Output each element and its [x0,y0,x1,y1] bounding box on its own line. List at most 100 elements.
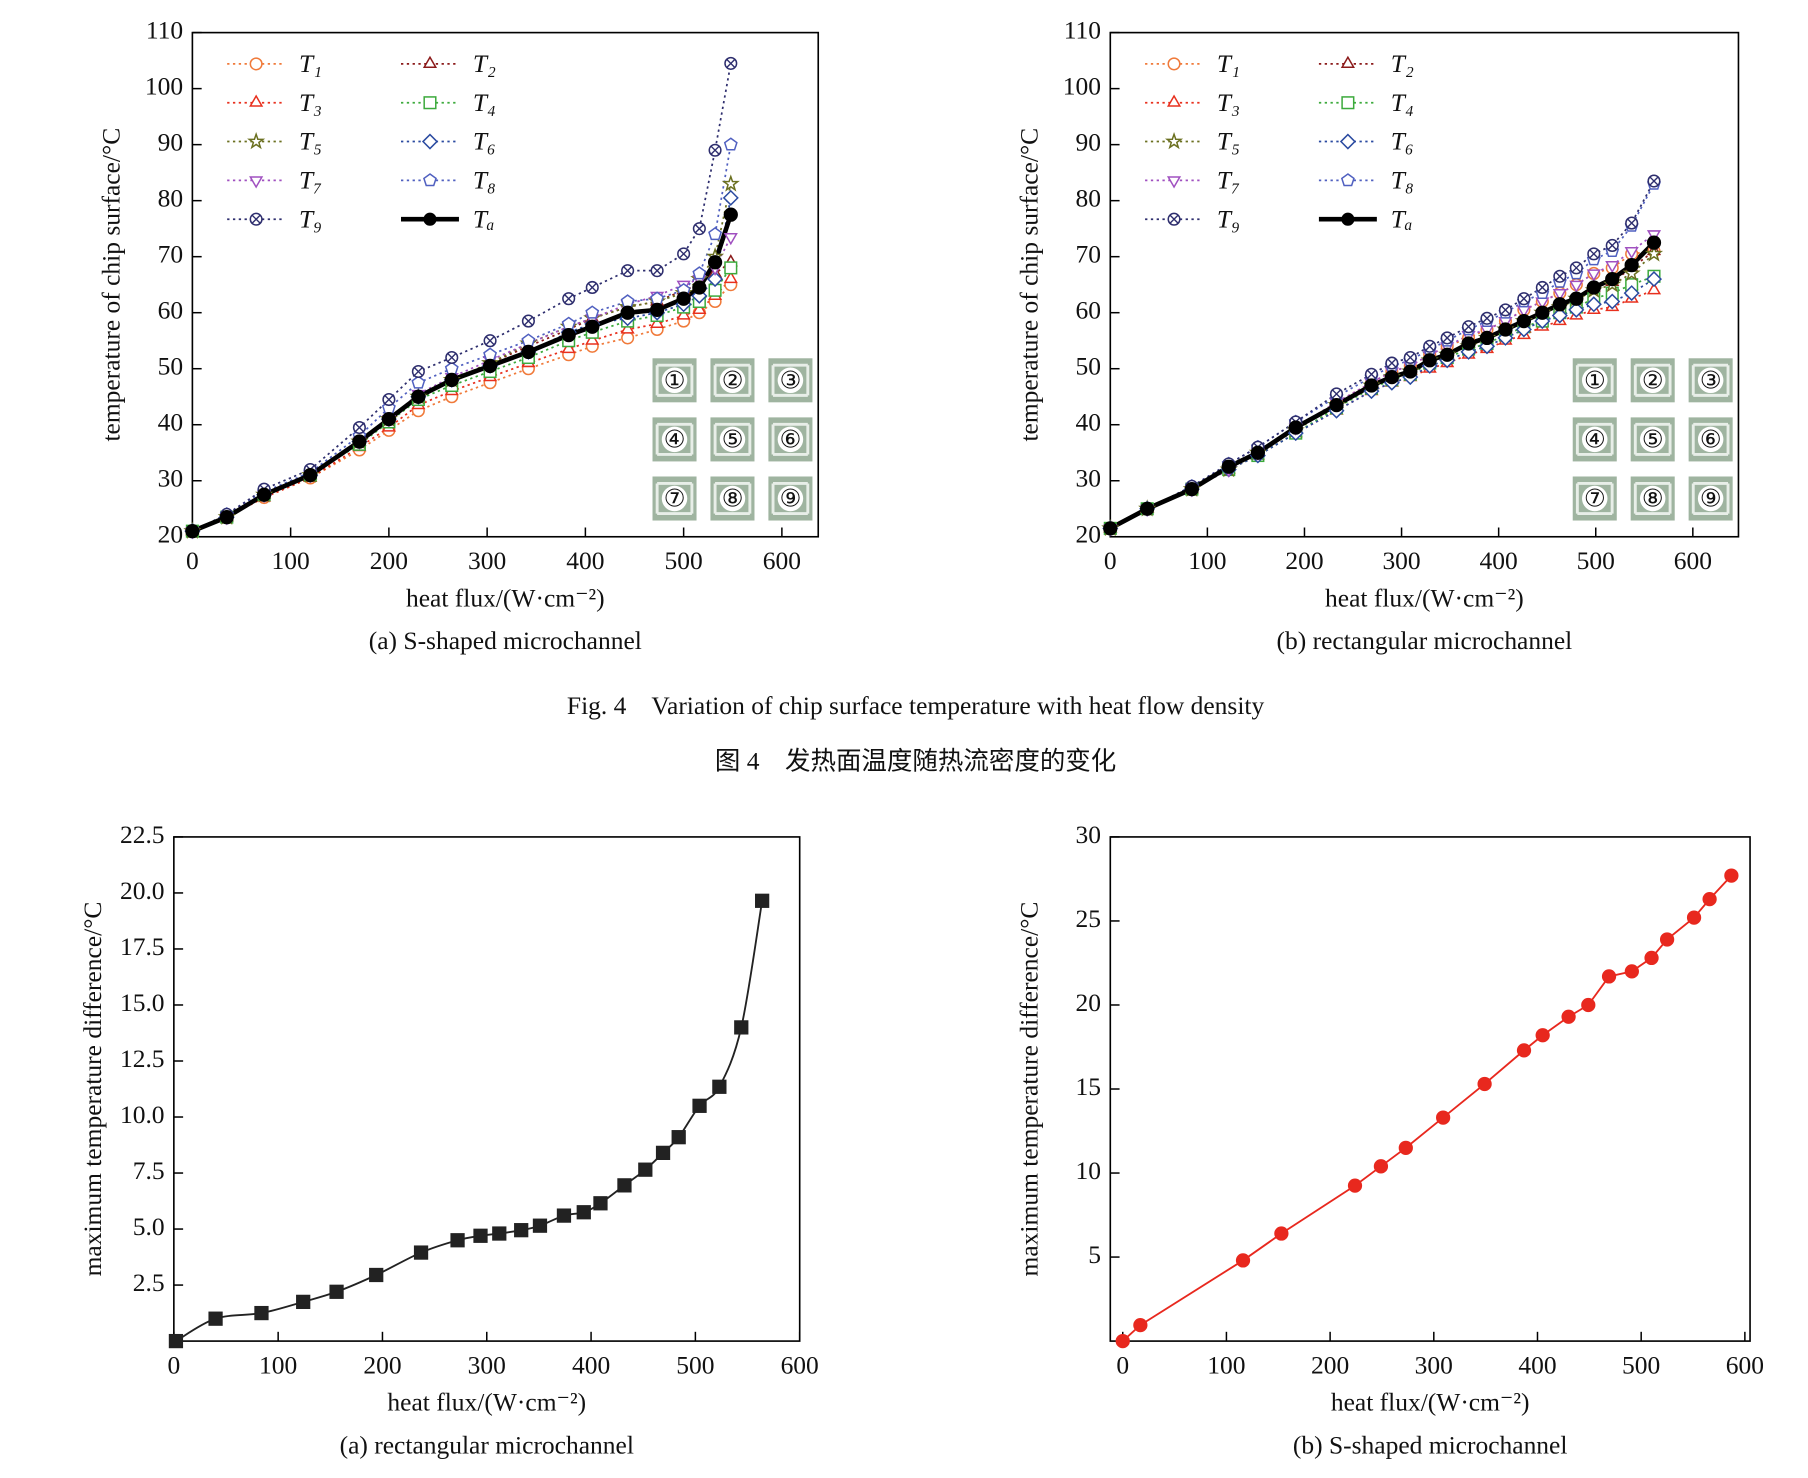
legend-label: T₂ [1391,49,1414,78]
y-tick-label: 40 [1076,408,1101,437]
marker-shape [734,1020,749,1035]
legend-marker [422,55,438,68]
legend-label: T₁ [1217,49,1240,78]
marker-shape [1288,420,1303,435]
marker-shape [1341,212,1355,226]
x-tick-label: 100 [272,546,310,575]
legend-label: Tₐ [1391,204,1413,233]
legend-marker [1164,132,1184,150]
data-point [1440,331,1454,345]
legend-marker [249,212,263,226]
data-point [1384,369,1399,385]
x-tick-label: 300 [1415,1351,1453,1380]
marker-cross [1537,282,1547,293]
marker-shape [411,389,426,404]
data-point [671,1130,686,1145]
marker-shape [1586,269,1601,282]
data-point [585,280,599,295]
marker-shape [514,1223,529,1238]
data-point [692,266,707,280]
marker-shape [723,232,738,246]
legend-label: T₆ [473,127,496,156]
legend-label: T₅ [299,127,322,156]
y-tick-label: 30 [158,464,183,493]
marker-shape [620,321,635,334]
data-point [382,392,396,407]
marker-shape [721,174,740,192]
data-point [692,301,707,314]
chip-channel [1575,422,1614,456]
data-point [1516,1043,1532,1058]
marker-shape [1461,336,1476,351]
chip-channel [713,422,752,456]
data-point [352,420,366,435]
marker-shape [1166,94,1182,107]
x-tick-label: 400 [566,546,604,575]
data-point [1423,339,1437,353]
marker-shape [1561,1009,1576,1024]
marker-shape [1436,1110,1451,1125]
data-point [521,314,535,328]
marker-shape [421,133,438,150]
y-tick-label: 20 [158,520,183,549]
legend-marker [423,96,437,110]
y-tick-label: 25 [1076,904,1101,933]
y-tick-label: 100 [1063,71,1101,100]
data-point [692,280,707,295]
data-point [1624,257,1639,273]
marker-cross [623,266,633,276]
data-point [254,1305,269,1321]
x-axis-title: heat flux/(W·cm⁻²) [406,583,605,612]
marker-shape [1535,305,1550,320]
legend-marker [1341,96,1355,110]
data-point [585,319,600,334]
y-axis-title: maximum temperature difference/°C [78,902,107,1277]
data-point [1329,397,1344,413]
chip-label: ⑤ [722,425,744,454]
chip-label: ② [1642,365,1664,394]
y-tick-label: 30 [1076,820,1101,849]
chip-label: ⑦ [664,484,686,513]
marker-shape [649,302,665,318]
x-tick-label: 600 [763,546,801,575]
chip-channel [713,363,752,397]
legend-marker [1166,94,1182,107]
data-point [1436,1110,1451,1125]
data-point [1479,330,1495,346]
data-point [492,1226,507,1241]
data-point [621,331,635,345]
marker-cross [384,394,394,405]
data-point [1115,1333,1130,1349]
x-tick-label: 600 [781,1351,819,1380]
marker-shape [1479,330,1495,346]
data-point [676,291,691,306]
marker-shape [521,344,536,360]
marker-shape [1516,313,1532,329]
x-axis-title: heat flux/(W·cm⁻²) [1331,1388,1530,1417]
chip-label-bg [1639,367,1666,394]
legend-marker [1167,212,1181,226]
chip-channel [1691,481,1730,516]
marker-shape [585,332,600,345]
data-point [1288,420,1303,435]
marker-shape [723,137,738,151]
x-tick-label: 400 [1480,546,1518,575]
marker-shape [585,319,600,334]
y-tick-label: 50 [158,352,183,381]
data-point [1498,322,1513,337]
figure-caption-zh: 图 4 发热面温度随热流密度的变化 [715,747,1116,776]
legend-label: T₉ [1217,204,1240,233]
marker-shape [329,1284,344,1299]
marker-shape [723,207,738,222]
marker-cross [1649,176,1659,186]
chip-label-bg [1697,367,1724,394]
y-tick-label: 50 [1076,352,1101,381]
legend-label: T₈ [1391,166,1414,195]
x-tick-label: 400 [1518,1351,1556,1380]
marker-shape [1398,1140,1413,1155]
marker-shape [1422,353,1437,368]
x-axis-title: heat flux/(W·cm⁻²) [1325,583,1524,612]
data-point [1274,1226,1289,1241]
chip-label: ① [1584,365,1606,394]
data-point [650,264,664,278]
